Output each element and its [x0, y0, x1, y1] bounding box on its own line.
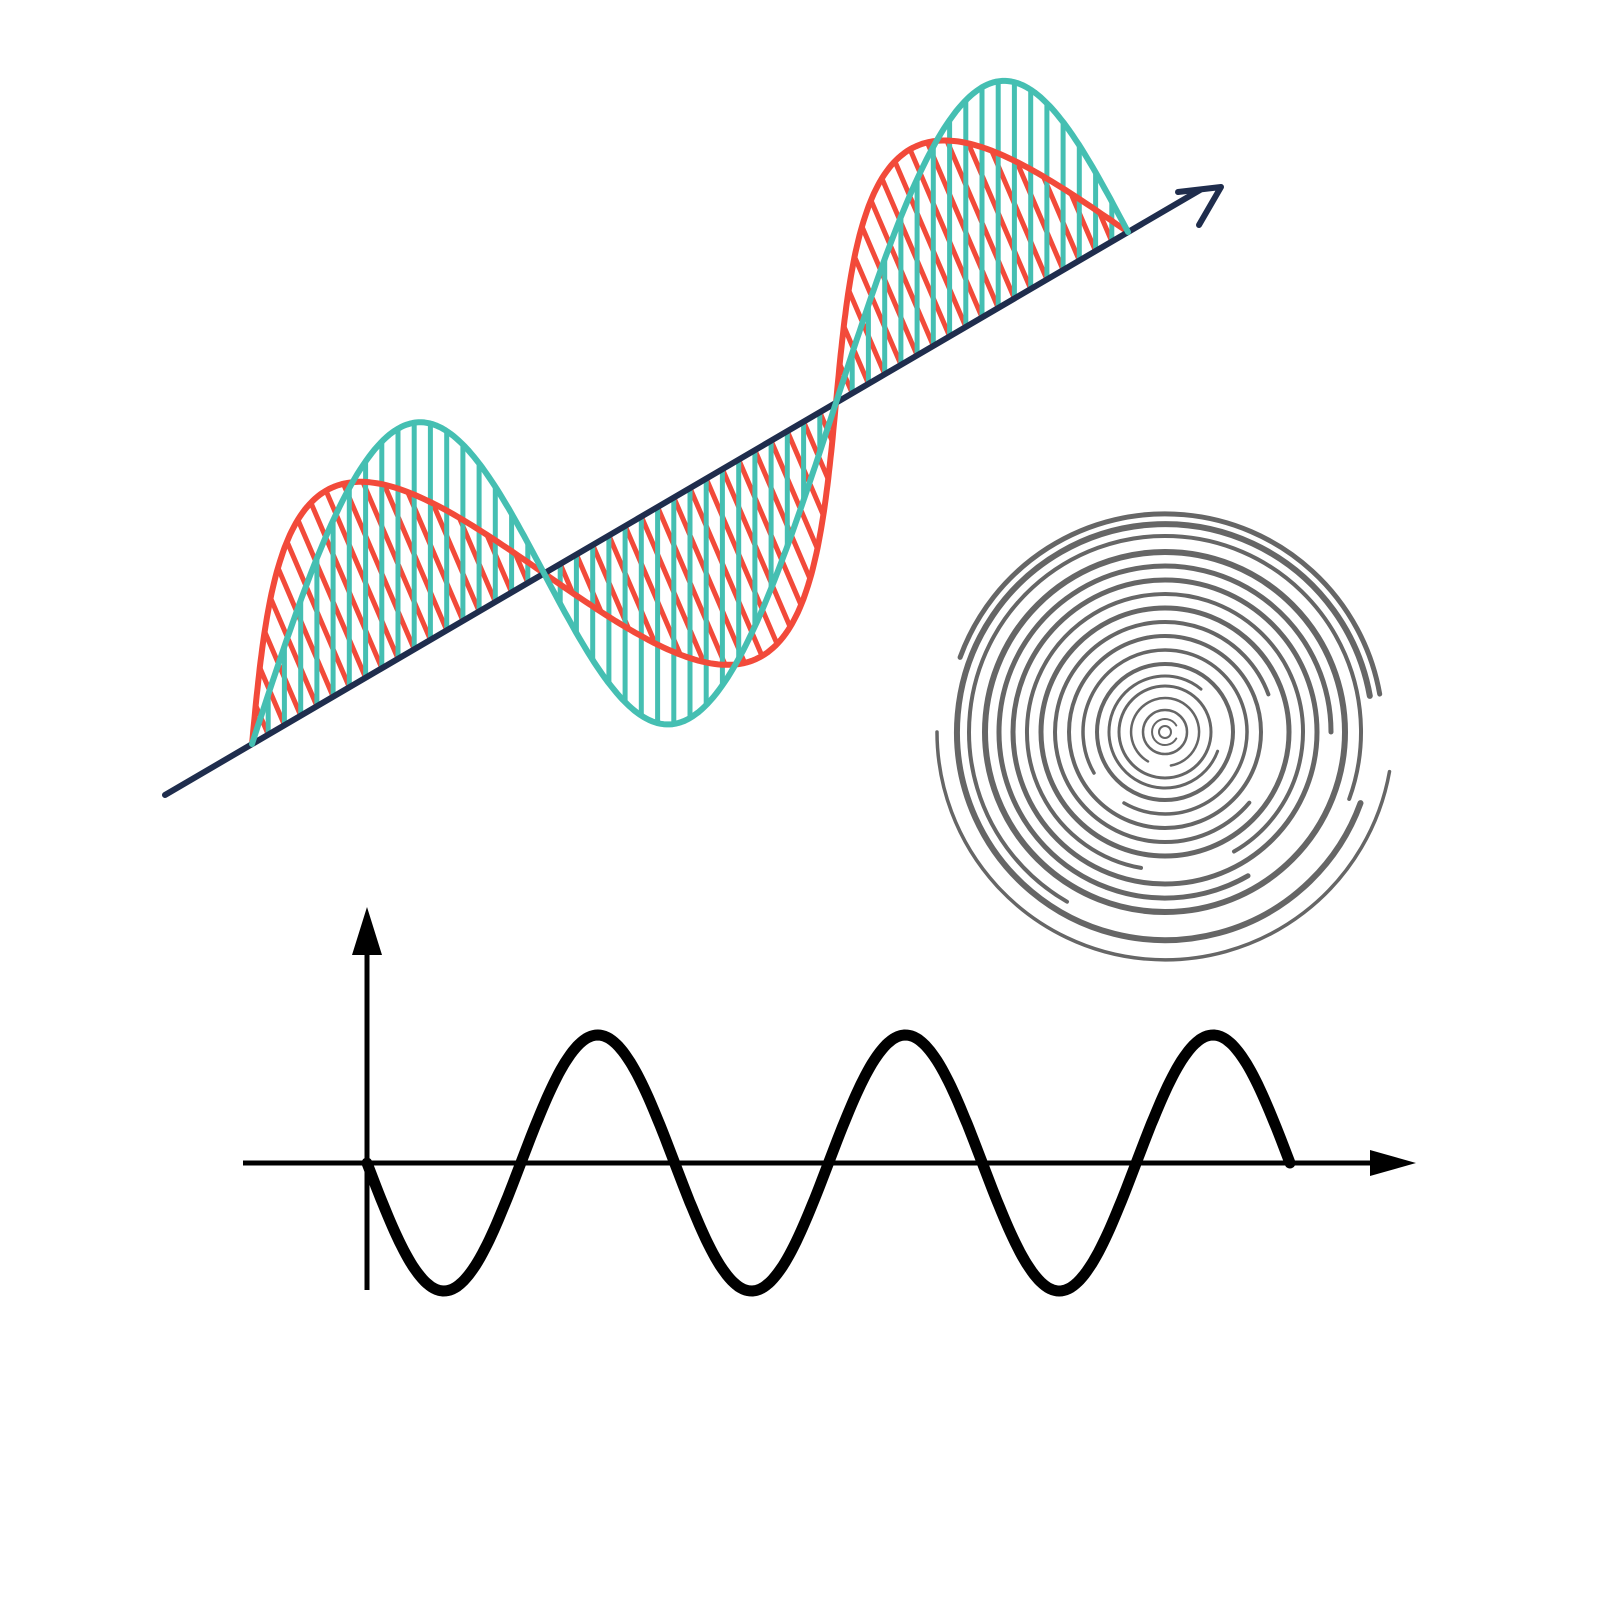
horizontal-axis-arrowhead: [1370, 1150, 1416, 1176]
ripple-arc: [957, 511, 1383, 697]
magnetic-hatch-line: [924, 139, 1001, 311]
ripple-arc: [1151, 718, 1178, 746]
magnetic-hatch-line: [671, 495, 748, 666]
magnetic-hatch-line: [1068, 191, 1099, 254]
ripple-arc: [1129, 696, 1201, 767]
electric-field-hatching: [265, 78, 1115, 737]
ripple-ring: [1117, 684, 1213, 780]
magnetic-field-wave: [249, 137, 1131, 747]
concentric-ripples: [935, 511, 1392, 962]
magnetic-hatch-line: [687, 485, 765, 659]
magnetic-hatch-line: [859, 224, 920, 358]
ripple-ring: [1095, 662, 1235, 802]
ripple-ring: [1141, 708, 1189, 756]
magnetic-hatch-line: [430, 500, 482, 614]
ripple-arc: [1081, 648, 1249, 816]
ripple-ring: [982, 549, 1348, 915]
magnetic-field-hatching: [253, 138, 1115, 737]
sine-wave-curve: [361, 1029, 1296, 1297]
ripple-arc: [967, 534, 1364, 904]
magnetic-hatch-line: [257, 665, 287, 728]
magnetic-hatch-line: [340, 481, 417, 652]
magnetic-hatch-line: [308, 500, 385, 671]
magnetic-hatch-line: [907, 146, 985, 320]
ripple-arc: [996, 563, 1334, 901]
electromagnetic-wave-3d: [162, 77, 1224, 798]
vertical-axis-arrowhead: [352, 907, 382, 955]
magnetic-hatch-line: [606, 532, 658, 646]
magnetic-hatch-line: [268, 595, 320, 709]
magnetic-hatch-line: [852, 254, 904, 368]
ripple-ring: [1010, 577, 1320, 887]
ripple-arc: [1053, 620, 1271, 845]
ripple-arc: [1107, 674, 1220, 790]
ripple-ring: [1158, 725, 1172, 739]
magnetic-hatch-line: [703, 476, 780, 647]
propagation-arrowhead: [1175, 184, 1224, 228]
magnetic-hatch-line: [1014, 159, 1066, 273]
magnetic-hatch-line: [323, 488, 401, 662]
magnetic-hatch-line: [768, 438, 820, 552]
ripple-arc: [954, 521, 1373, 944]
ripple-arc: [1025, 592, 1305, 870]
ripple-arc: [935, 730, 1392, 962]
magnetic-hatch-line: [275, 565, 336, 700]
electric-field-wave: [249, 77, 1131, 747]
magnetic-hatch-line: [573, 551, 604, 615]
magnetic-hatch-line: [989, 148, 1050, 282]
magnetic-hatch-line: [622, 523, 683, 658]
ripple-ring: [1067, 634, 1263, 830]
sine-wave-plot: [243, 907, 1416, 1297]
magnetic-hatch-line: [405, 489, 466, 624]
magnetic-hatch-line: [801, 419, 831, 482]
magnetic-hatch-line: [892, 158, 969, 330]
magnetic-hatch-line: [752, 447, 813, 582]
propagation-axis: [162, 187, 1203, 798]
ripple-ring: [1038, 605, 1292, 859]
magnetic-hatch-line: [841, 323, 871, 387]
magnetic-hatch-line: [484, 532, 515, 595]
